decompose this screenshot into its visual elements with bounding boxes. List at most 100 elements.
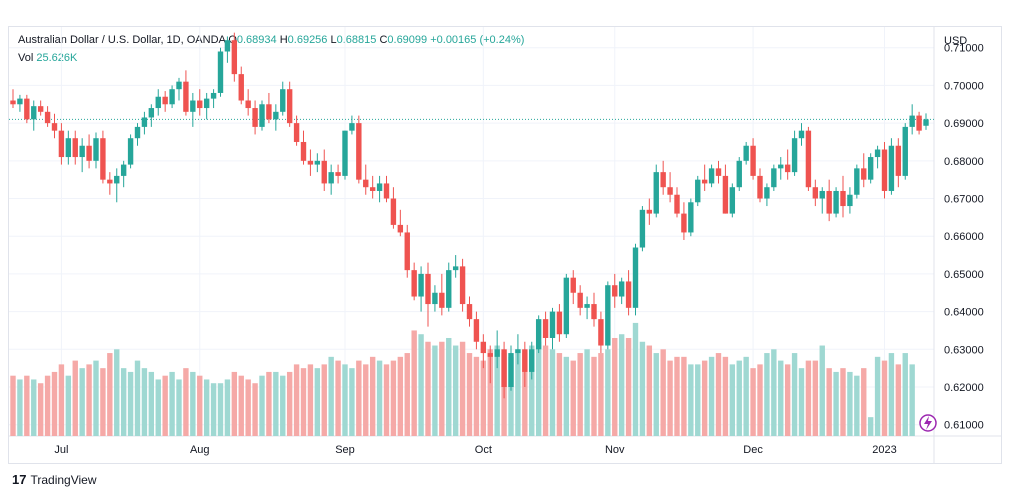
volume-label[interactable]: Vol [18, 52, 34, 64]
volume-bar [826, 368, 832, 436]
volume-bar [653, 353, 659, 436]
candle-body [404, 232, 410, 271]
volume-bar [293, 364, 300, 436]
candle-body [535, 319, 542, 350]
volume-bar [203, 379, 210, 436]
candle-body [17, 98, 23, 105]
tradingview-logo-icon[interactable]: 17 [12, 472, 27, 487]
volume-bar [515, 349, 521, 436]
volume-bar [902, 353, 908, 436]
candle-body [784, 164, 791, 173]
candle-body [625, 281, 632, 308]
volume-bar [314, 368, 321, 436]
symbol-title[interactable]: Australian Dollar / U.S. Dollar, 1D, OAN… [18, 34, 226, 46]
candle-body [701, 179, 708, 184]
candle-body [44, 111, 51, 124]
volume-bar [895, 364, 902, 436]
y-tick-label: 0.68000 [944, 156, 984, 168]
candle-body [660, 172, 666, 188]
volume-bar [819, 345, 825, 436]
x-tick-label: Nov [605, 444, 625, 456]
candle-body [79, 145, 85, 158]
volume-bar [300, 368, 307, 436]
volume-bar [805, 360, 812, 436]
volume-bar [695, 364, 701, 436]
candle-body [286, 89, 293, 124]
candle-body [390, 198, 397, 225]
open-label: O [228, 34, 237, 46]
candle-body [819, 190, 825, 199]
candle-body [681, 213, 687, 233]
volume-bar [625, 337, 632, 436]
volume-bar [605, 349, 611, 436]
volume-bar [190, 371, 196, 436]
candle-body [425, 273, 431, 305]
volume-bar [446, 337, 452, 436]
high-value: 0.69256 [287, 34, 328, 46]
y-tick-label: 0.65000 [944, 269, 984, 281]
volume-bar [529, 345, 535, 436]
volume-bar [708, 356, 715, 436]
candle-body [653, 172, 659, 214]
candle-body [169, 89, 175, 105]
volume-bar [833, 371, 839, 436]
candle-body [861, 168, 867, 180]
volume-bar [273, 371, 279, 436]
volume-bar [418, 334, 424, 436]
y-tick-label: 0.62000 [944, 382, 984, 394]
volume-bar [79, 368, 85, 436]
candle-body [618, 281, 625, 297]
volume-bar [328, 356, 334, 436]
volume-bar [238, 375, 244, 436]
candle-body [155, 96, 161, 109]
candle-body [321, 160, 327, 184]
x-tick-label: 2023 [872, 444, 896, 456]
volume-bar [874, 356, 881, 436]
volume-bar [688, 364, 694, 436]
volume-bar [335, 360, 341, 436]
candle-body [383, 183, 390, 199]
volume-bar [404, 353, 410, 436]
volume-bar [861, 368, 867, 436]
volume-bar [65, 375, 72, 436]
candle-body [439, 292, 445, 308]
volume-bar [466, 353, 473, 436]
candle-body [31, 106, 37, 120]
candle-body [826, 190, 832, 214]
candle-body [902, 126, 908, 176]
candle-body [72, 138, 78, 158]
candle-body [529, 349, 535, 372]
candle-body [854, 168, 860, 195]
candle-body [280, 89, 286, 112]
volume-bar [556, 353, 563, 436]
candle-body [805, 130, 812, 188]
volume-bar [812, 360, 819, 436]
candle-body [708, 168, 715, 184]
volume-bar [508, 356, 514, 436]
candle-body [369, 187, 376, 191]
volume-bar [169, 371, 175, 436]
volume-bar [473, 356, 480, 436]
candle-body [487, 353, 493, 357]
candle-body [397, 224, 404, 233]
candle-body [473, 319, 480, 342]
candle-body [107, 179, 113, 184]
candle-body [515, 349, 521, 354]
candle-body [300, 141, 307, 161]
volume-bar [141, 368, 148, 436]
volume-bar [757, 364, 763, 436]
tradingview-brand-text[interactable]: TradingView [30, 472, 97, 487]
candle-body [840, 190, 846, 207]
volume-bar [72, 360, 78, 436]
candle-body [757, 175, 763, 199]
candle-body [916, 115, 922, 131]
volume-bar [307, 364, 314, 436]
volume-bar [127, 371, 134, 436]
candle-body [750, 145, 756, 176]
volume-bar [909, 364, 915, 436]
candle-body [798, 130, 805, 139]
candle-body [570, 277, 576, 293]
y-tick-label: 0.66000 [944, 231, 984, 243]
volume-bar [162, 375, 168, 436]
